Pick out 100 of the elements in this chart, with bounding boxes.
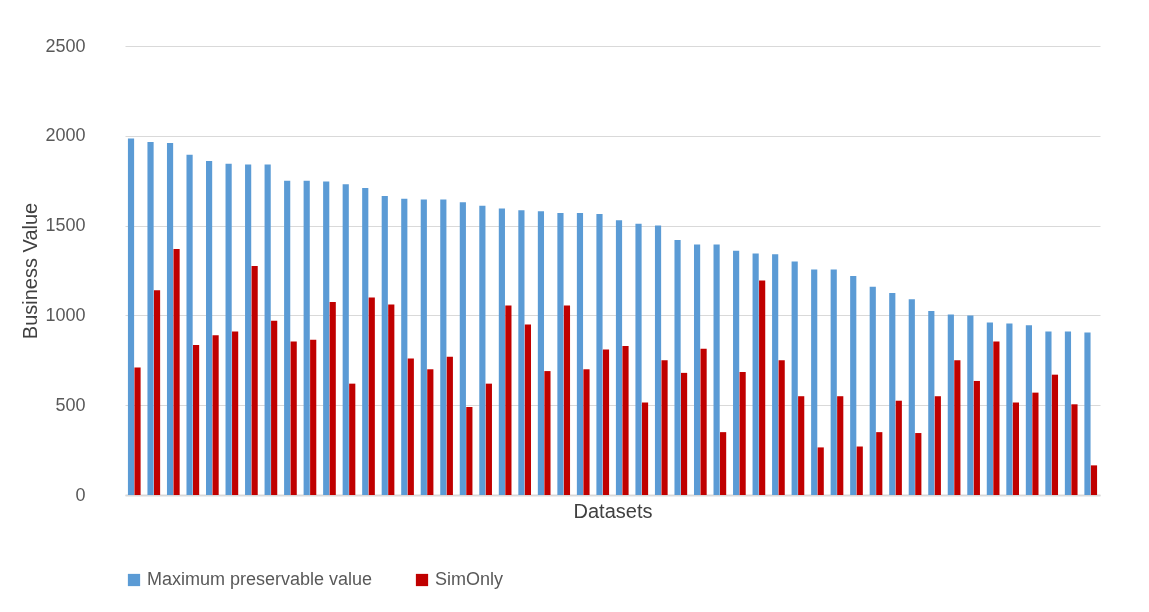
bar — [1084, 332, 1091, 495]
bar — [641, 402, 649, 495]
bar — [693, 244, 701, 495]
x-axis-title: Datasets — [573, 499, 653, 522]
bar — [232, 331, 239, 495]
bar — [576, 213, 584, 495]
bar — [479, 205, 486, 495]
y-tick-label: 0 — [75, 484, 86, 505]
bar — [615, 220, 623, 495]
bar — [759, 280, 766, 495]
bar — [401, 198, 408, 495]
bar — [563, 305, 571, 495]
bar — [889, 292, 896, 495]
bar — [186, 154, 193, 495]
bar — [837, 396, 844, 495]
bar — [153, 290, 161, 495]
bar — [778, 360, 785, 495]
bar — [850, 275, 857, 495]
bar — [537, 211, 545, 495]
bar — [206, 160, 213, 495]
bar — [349, 383, 356, 495]
bar — [1090, 465, 1098, 495]
bar — [967, 315, 974, 495]
bar — [654, 225, 662, 495]
y-tick-label: 1000 — [45, 304, 86, 325]
bar — [680, 372, 688, 495]
y-axis-title: Business Value — [19, 202, 42, 340]
bar — [407, 358, 414, 495]
bar — [713, 244, 720, 495]
bar — [934, 396, 941, 495]
y-tick-label: 1500 — [45, 215, 86, 236]
bar — [830, 269, 837, 495]
bar — [622, 345, 629, 495]
legend-label: SimOnly — [435, 569, 504, 589]
bar — [212, 335, 219, 495]
bar — [986, 322, 993, 495]
bar — [1032, 392, 1039, 495]
bar — [166, 142, 174, 495]
bar — [1012, 402, 1019, 495]
bar — [264, 164, 271, 495]
bar — [251, 266, 258, 495]
bar — [440, 199, 447, 495]
bar — [518, 210, 525, 495]
bar — [1006, 323, 1013, 495]
bar — [928, 310, 935, 495]
bar — [524, 324, 532, 495]
bar — [544, 371, 551, 495]
bar — [739, 371, 746, 495]
bar — [856, 446, 863, 495]
bar — [290, 341, 297, 495]
bar — [446, 356, 453, 495]
bar — [557, 213, 564, 495]
bar — [602, 349, 610, 495]
bar — [720, 432, 727, 495]
bar — [485, 383, 492, 495]
bar — [869, 286, 876, 495]
bar — [388, 304, 395, 495]
bar — [225, 163, 232, 495]
bar — [192, 345, 200, 495]
bar — [700, 348, 707, 495]
bar — [973, 380, 980, 495]
bar — [817, 447, 824, 495]
bar — [674, 239, 681, 495]
bar — [466, 407, 473, 495]
bar — [1064, 331, 1072, 495]
bar — [1025, 325, 1033, 495]
bar — [368, 297, 375, 495]
bar — [895, 400, 902, 495]
bar — [271, 320, 278, 495]
bar — [661, 360, 668, 495]
bar — [505, 305, 512, 495]
bar — [752, 253, 759, 495]
bar — [733, 250, 740, 495]
bar — [147, 142, 154, 495]
bar — [420, 199, 427, 495]
bar — [329, 301, 336, 495]
bar — [127, 138, 135, 495]
bar — [908, 299, 915, 495]
bar — [459, 202, 466, 495]
bar — [811, 269, 818, 495]
bar — [993, 341, 1000, 495]
bar — [876, 432, 883, 495]
bar — [791, 261, 798, 495]
y-tick-label: 500 — [55, 394, 86, 415]
bar — [173, 248, 180, 495]
bar — [596, 213, 603, 495]
bar — [284, 180, 291, 495]
bar — [947, 314, 954, 495]
bar — [310, 339, 317, 495]
bar — [583, 369, 590, 495]
bar — [381, 195, 388, 495]
bar — [245, 164, 252, 495]
bar — [342, 184, 349, 495]
bar — [1045, 331, 1052, 495]
bar — [323, 181, 330, 495]
bar — [1071, 404, 1078, 495]
legend-label: Maximum preservable value — [147, 569, 373, 589]
bar — [498, 208, 505, 495]
y-tick-label: 2500 — [45, 35, 86, 56]
y-tick-label: 2000 — [45, 125, 86, 146]
